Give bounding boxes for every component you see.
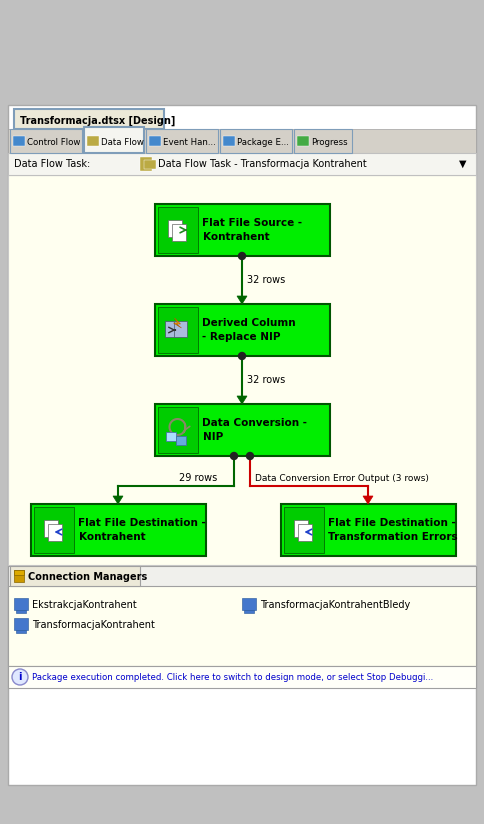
Polygon shape xyxy=(113,496,123,504)
Text: Data Flow Task - Transformacja Kontrahent: Data Flow Task - Transformacja Kontrahen… xyxy=(158,159,367,169)
Polygon shape xyxy=(237,396,247,404)
Bar xyxy=(149,136,161,146)
Bar xyxy=(140,157,152,171)
Bar xyxy=(13,136,25,146)
Bar xyxy=(176,436,185,445)
Bar xyxy=(154,404,330,456)
Bar xyxy=(146,129,218,153)
Circle shape xyxy=(239,252,245,260)
Text: Package E...: Package E... xyxy=(237,138,289,147)
Bar xyxy=(30,504,206,556)
Bar xyxy=(297,136,309,146)
Text: 32 rows: 32 rows xyxy=(247,375,285,385)
Text: Package execution completed. Click here to switch to design mode, or select Stop: Package execution completed. Click here … xyxy=(32,672,433,681)
Bar xyxy=(166,432,176,441)
Text: TransformacjaKontrahentBledy: TransformacjaKontrahentBledy xyxy=(260,600,410,610)
Bar xyxy=(14,598,28,610)
Text: 29 rows: 29 rows xyxy=(179,473,217,483)
Text: Flat File Destination -
Transformation Errors: Flat File Destination - Transformation E… xyxy=(329,518,458,541)
Polygon shape xyxy=(363,496,373,504)
Bar xyxy=(220,129,292,153)
Bar xyxy=(244,610,254,613)
Bar xyxy=(8,666,476,688)
Text: Derived Column
- Replace NIP: Derived Column - Replace NIP xyxy=(202,318,296,342)
Bar xyxy=(293,520,307,537)
Text: i: i xyxy=(18,672,22,682)
Bar xyxy=(223,136,235,146)
Bar xyxy=(157,207,197,253)
Text: Flat File Destination -
Kontrahent: Flat File Destination - Kontrahent xyxy=(78,518,206,541)
Bar xyxy=(8,566,476,666)
Bar xyxy=(14,570,24,575)
Bar xyxy=(171,224,185,241)
Bar xyxy=(16,610,26,613)
Text: Connection Managers: Connection Managers xyxy=(28,572,147,582)
Bar xyxy=(10,566,140,586)
Bar xyxy=(33,507,74,553)
Text: EkstrakcjaKontrahent: EkstrakcjaKontrahent xyxy=(32,600,137,610)
Bar xyxy=(165,321,178,337)
Bar xyxy=(294,129,352,153)
Bar xyxy=(154,304,330,356)
Bar xyxy=(10,129,82,153)
Text: Transformacja.dtsx [Design]: Transformacja.dtsx [Design] xyxy=(20,116,175,126)
Bar xyxy=(157,307,197,353)
Bar xyxy=(87,136,99,146)
Bar xyxy=(14,109,164,129)
Text: Control Flow: Control Flow xyxy=(27,138,80,147)
Text: Progress: Progress xyxy=(311,138,348,147)
Bar xyxy=(242,598,256,610)
Text: Flat File Source -
Kontrahent: Flat File Source - Kontrahent xyxy=(202,218,302,241)
Bar xyxy=(8,153,476,175)
Circle shape xyxy=(230,452,238,460)
Text: Data Conversion Error Output (3 rows): Data Conversion Error Output (3 rows) xyxy=(255,474,429,483)
Bar xyxy=(167,220,182,237)
Bar xyxy=(157,407,197,453)
Bar xyxy=(14,618,28,630)
Text: Data Conversion -
NIP: Data Conversion - NIP xyxy=(202,419,307,442)
Text: Event Han...: Event Han... xyxy=(163,138,216,147)
Text: TransformacjaKontrahent: TransformacjaKontrahent xyxy=(32,620,155,630)
Bar xyxy=(8,105,476,785)
Bar xyxy=(16,630,26,633)
Bar xyxy=(154,204,330,256)
Bar xyxy=(8,586,476,666)
Text: 32 rows: 32 rows xyxy=(247,275,285,285)
Circle shape xyxy=(246,452,254,460)
Bar xyxy=(173,321,186,337)
Bar xyxy=(47,524,61,541)
Bar xyxy=(281,504,455,556)
Bar xyxy=(144,160,156,169)
Bar xyxy=(8,129,476,153)
Bar xyxy=(14,570,24,582)
Circle shape xyxy=(12,669,28,685)
Polygon shape xyxy=(237,296,247,304)
Bar xyxy=(8,175,476,565)
Text: Data Flow: Data Flow xyxy=(101,138,144,147)
Text: Data Flow Task:: Data Flow Task: xyxy=(14,159,90,169)
Bar xyxy=(298,524,312,541)
Text: ▼: ▼ xyxy=(458,159,466,169)
Bar xyxy=(44,520,58,537)
Circle shape xyxy=(239,353,245,359)
Bar xyxy=(84,127,144,153)
Polygon shape xyxy=(173,318,182,328)
Bar xyxy=(284,507,323,553)
